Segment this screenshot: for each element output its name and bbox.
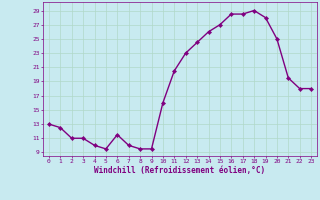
- X-axis label: Windchill (Refroidissement éolien,°C): Windchill (Refroidissement éolien,°C): [94, 166, 266, 175]
